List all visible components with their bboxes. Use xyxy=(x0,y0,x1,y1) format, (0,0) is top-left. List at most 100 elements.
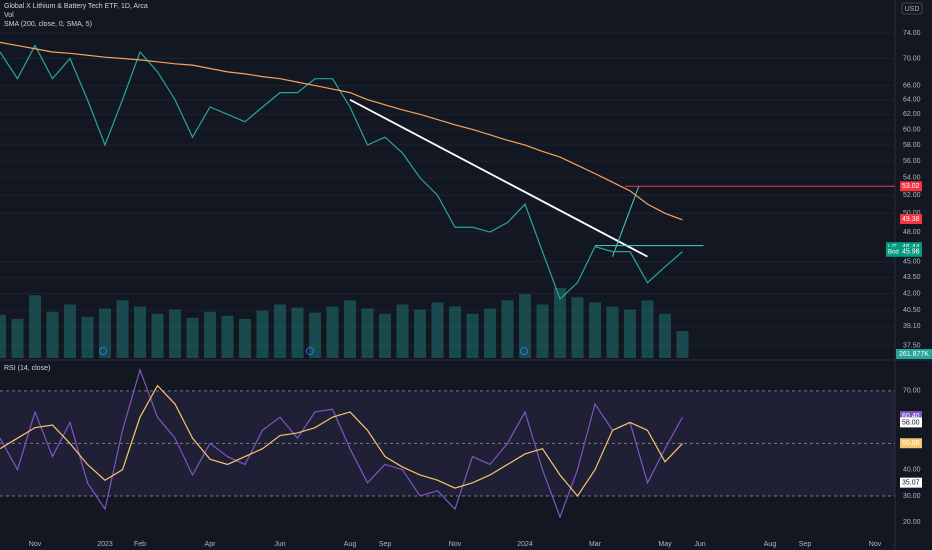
price-tag-label: 49.38 xyxy=(902,216,920,223)
volume-bar xyxy=(519,294,531,358)
y-tick-label: 58.00 xyxy=(903,142,921,149)
volume-bar xyxy=(379,313,391,358)
event-icon[interactable] xyxy=(306,347,314,355)
volume-bar xyxy=(116,300,129,358)
price-tag-label: 50.08 xyxy=(902,440,920,447)
rsi-title: RSI (14, close) xyxy=(4,365,50,372)
volume-bar xyxy=(134,306,146,358)
x-tick-label: 2023 xyxy=(97,541,113,548)
volume-bar xyxy=(484,308,496,358)
volume-bar xyxy=(501,300,514,358)
symbol-tag xyxy=(886,246,900,257)
price-tag-label: 45.98 xyxy=(902,249,920,256)
x-tick-label: Jun xyxy=(274,541,285,548)
x-tick-label: Apr xyxy=(205,541,217,548)
price-tag-label: 35.07 xyxy=(902,479,920,486)
x-tick-label: Nov xyxy=(449,541,462,548)
volume-bar xyxy=(361,308,374,358)
x-tick-label: Nov xyxy=(869,541,882,548)
price-tag xyxy=(900,417,922,428)
y-tick-label: 70.00 xyxy=(903,388,921,395)
price-tag xyxy=(900,214,922,225)
price-tag-label: 58.00 xyxy=(902,419,920,426)
event-icon[interactable] xyxy=(99,347,107,355)
volume-bar xyxy=(624,309,636,358)
volume-value-label: 261.877K xyxy=(899,351,929,358)
y-tick-label: 74.00 xyxy=(903,30,921,37)
price-tag xyxy=(900,411,922,422)
x-tick-label: May xyxy=(658,541,672,548)
event-icon[interactable] xyxy=(520,347,528,355)
volume-bar xyxy=(466,313,479,358)
chart-title: Global X Lithium & Battery Tech ETF, 1D,… xyxy=(4,3,148,10)
volume-bar xyxy=(81,316,94,358)
volume-bar xyxy=(186,317,199,358)
y-tick-label: 60.00 xyxy=(903,126,921,133)
volume-bar xyxy=(431,302,444,358)
volume-bar xyxy=(204,311,216,358)
volume-bar xyxy=(291,307,304,358)
volume-bar xyxy=(676,331,689,358)
price-tag-label: 53.02 xyxy=(902,183,920,190)
x-tick-label: Feb xyxy=(134,541,146,548)
price-tag xyxy=(900,477,922,488)
series-line xyxy=(0,41,683,221)
indicator-label: SMA (200, close, 0, SMA, 5) xyxy=(4,21,92,28)
volume-bar xyxy=(274,304,286,358)
currency: USD xyxy=(905,6,920,13)
y-tick-label: 66.00 xyxy=(903,82,921,89)
volume-bar xyxy=(239,318,251,358)
trendline xyxy=(349,98,648,258)
x-tick-label: Sep xyxy=(799,541,812,548)
volume-bar xyxy=(99,308,111,358)
volume-bar xyxy=(396,304,409,358)
volume-bar xyxy=(221,315,234,358)
series-line xyxy=(0,384,683,497)
y-tick-label: 64.00 xyxy=(903,97,921,104)
volume-bar xyxy=(344,300,356,358)
volume-label: Vol xyxy=(4,12,14,19)
y-tick-label: 50.00 xyxy=(903,210,921,217)
x-tick-label: Nov xyxy=(29,541,42,548)
series-line xyxy=(0,367,684,519)
y-tick-label: 42.00 xyxy=(903,290,921,297)
y-tick-label: 70.00 xyxy=(903,55,921,62)
y-tick-label: 54.00 xyxy=(903,175,921,182)
volume-bar xyxy=(641,300,654,358)
price-tag-label: 60.40 xyxy=(902,413,920,420)
y-tick-label: 40.00 xyxy=(903,467,921,474)
symbol-tag-label: Bod xyxy=(888,249,899,255)
x-tick-label: Mar xyxy=(589,541,602,548)
volume-bar xyxy=(554,288,566,358)
volume-bar xyxy=(0,314,6,358)
x-tick-label: Jun xyxy=(694,541,705,548)
y-tick-label: 56.00 xyxy=(903,158,921,165)
y-tick-label: 48.00 xyxy=(903,229,921,236)
x-tick-label: Aug xyxy=(764,541,777,548)
volume-bar xyxy=(589,302,601,358)
y-tick-label: 62.00 xyxy=(903,111,921,118)
volume-bar xyxy=(309,312,321,358)
y-tick-label: 37.50 xyxy=(903,342,921,349)
price-tag xyxy=(900,181,922,192)
y-tick-label: 39.10 xyxy=(903,323,921,330)
volume-bar xyxy=(256,310,269,358)
volume-tag xyxy=(896,349,932,359)
volume-bar xyxy=(606,306,619,358)
volume-bar xyxy=(151,313,164,358)
y-tick-label: 52.00 xyxy=(903,192,921,199)
y-tick-label: 43.50 xyxy=(903,274,921,281)
trendline xyxy=(612,186,640,257)
volume-bar xyxy=(414,309,426,358)
y-tick-label: 45.00 xyxy=(903,259,921,266)
volume-bar xyxy=(536,304,549,358)
volume-bar xyxy=(169,309,181,358)
volume-bar xyxy=(326,306,339,358)
volume-bar xyxy=(659,313,671,358)
x-tick-label: 2024 xyxy=(517,541,533,548)
volume-bar xyxy=(571,297,584,358)
y-tick-label: 40.50 xyxy=(903,307,921,314)
volume-bar xyxy=(449,306,461,358)
volume-bar xyxy=(64,304,76,358)
